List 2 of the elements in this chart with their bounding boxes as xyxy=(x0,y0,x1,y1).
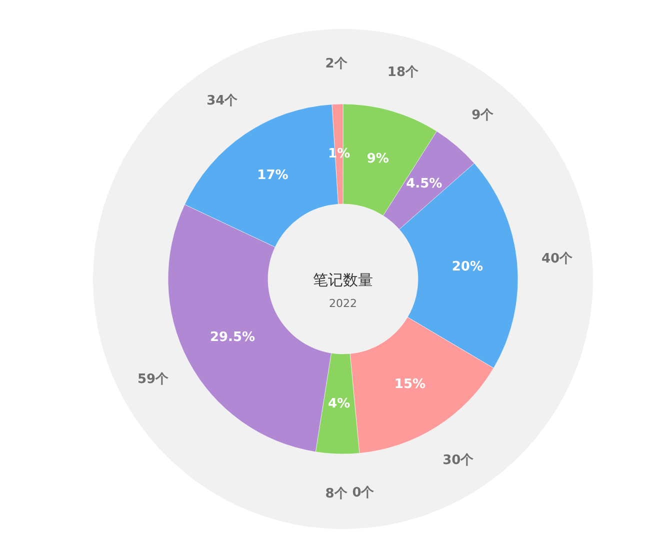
title: 笔记数量 xyxy=(313,271,373,289)
subtitle: 2022 xyxy=(329,297,357,310)
